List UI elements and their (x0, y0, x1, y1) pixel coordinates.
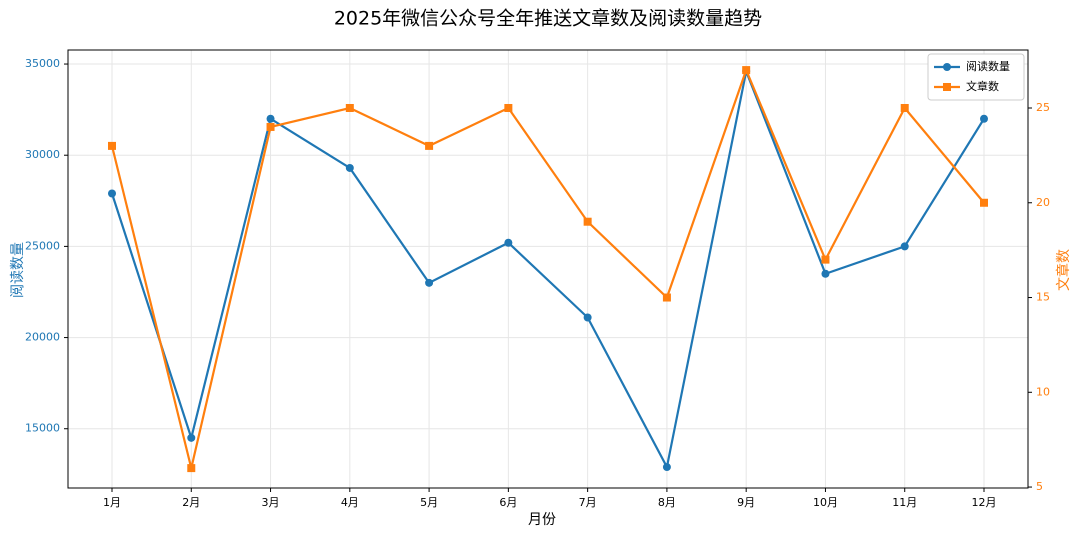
marker (583, 313, 592, 322)
marker (187, 464, 196, 473)
marker (980, 198, 988, 207)
marker (583, 217, 592, 226)
marker (821, 269, 830, 278)
marker (504, 238, 513, 247)
y2-tick-label: 20 (1036, 196, 1050, 209)
x-axis-label: 月份 (528, 512, 556, 528)
x-tick-label: 8月 (658, 496, 676, 509)
legend-marker (943, 83, 951, 91)
y-tick-label: 25000 (25, 239, 60, 252)
marker (980, 114, 988, 123)
marker (900, 103, 909, 112)
y-tick-label: 20000 (25, 331, 60, 344)
y2-tick-label: 5 (1036, 480, 1043, 493)
marker (504, 103, 513, 112)
x-tick-label: 3月 (262, 496, 280, 509)
marker (345, 103, 354, 112)
x-tick-label: 9月 (737, 496, 755, 509)
x-tick-label: 6月 (499, 496, 517, 509)
legend-label: 文章数 (966, 79, 999, 93)
x-tick-label: 2月 (182, 496, 200, 509)
marker (821, 255, 830, 264)
y2-tick-label: 10 (1036, 385, 1050, 398)
x-tick-label: 12月 (972, 496, 997, 509)
legend-label: 阅读数量 (966, 59, 1010, 73)
chart-title: 2025年微信公众号全年推送文章数及阅读数量趋势 (334, 8, 762, 30)
marker (662, 463, 671, 472)
marker (742, 66, 751, 75)
marker (345, 163, 354, 172)
y-tick-label: 30000 (25, 148, 60, 161)
x-tick-label: 5月 (420, 496, 438, 509)
series-line (110, 67, 985, 471)
marker (425, 278, 434, 287)
marker (900, 242, 909, 251)
plot-frame (67, 49, 1029, 489)
legend-marker (943, 63, 951, 71)
x-tick-label: 1月 (103, 496, 121, 509)
x-tick-label: 7月 (579, 496, 597, 509)
y2-tick-label: 25 (1036, 101, 1050, 114)
x-tick-label: 10月 (813, 496, 838, 509)
x-tick-label: 11月 (892, 496, 917, 509)
marker (266, 122, 275, 131)
x-tick-label: 4月 (341, 496, 359, 509)
y2-axis-label: 文章数 (1055, 249, 1072, 291)
y2-tick-label: 15 (1036, 291, 1050, 304)
y-tick-label: 15000 (25, 422, 60, 435)
marker (662, 293, 671, 302)
marker (266, 114, 275, 123)
y-tick-label: 35000 (25, 57, 60, 70)
marker (108, 141, 116, 150)
series-line (110, 67, 985, 469)
legend-box (927, 53, 1025, 101)
marker (108, 189, 116, 198)
y-axis-label: 阅读数量 (9, 242, 26, 298)
marker (425, 141, 434, 150)
marker (187, 433, 196, 442)
